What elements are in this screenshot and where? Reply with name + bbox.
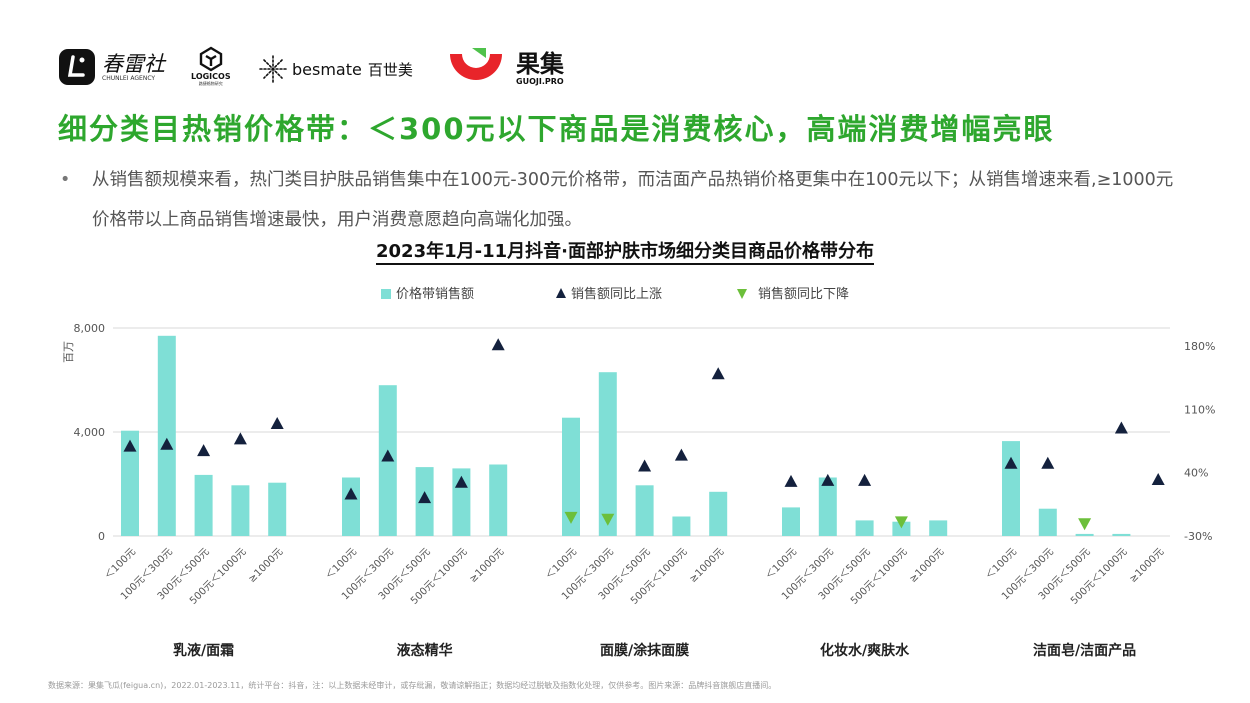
bullet-marker: •: [60, 170, 71, 190]
legend-bar-swatch: [381, 289, 391, 299]
price-band-chart: 0 4,000 8,000 -30% 40% 110% 180% 百万 价格带销售额 销售额同比上…: [62, 286, 1215, 659]
logo-row: 春雷社 CHUNLEI AGENCY LOGICOS 路捷格物研究 besmat…: [58, 44, 618, 94]
yoy-up-marker: [821, 473, 835, 486]
sales-bar: [231, 485, 250, 536]
yoy-up-marker: [858, 473, 872, 486]
yoy-up-marker: [381, 449, 395, 462]
besmate-name: besmate: [292, 59, 362, 79]
x-tick-label: ≥1000元: [468, 546, 507, 585]
yoy-down-marker: [601, 513, 615, 526]
yoy-up-marker: [233, 432, 247, 445]
sales-bar: [709, 491, 728, 536]
guoji-name: 果集: [516, 49, 564, 78]
besmate-logo: besmate 百世美: [258, 54, 413, 84]
sales-bar: [1112, 533, 1131, 536]
group-label: 洁面皂/洁面产品: [1033, 642, 1136, 659]
logicos-sub: 路捷格物研究: [198, 81, 223, 86]
sales-bar: [1038, 508, 1057, 536]
sales-bar: [782, 507, 800, 536]
yoy-up-marker: [674, 448, 688, 461]
sales-bar: [929, 520, 948, 536]
y-axis-label: 百万: [62, 341, 75, 363]
group-label: 面膜/涂抹面膜: [600, 642, 689, 659]
chart-title: 2023年1月-11月抖音·面部护肤市场细分类目商品价格带分布: [376, 241, 874, 265]
sales-bar: [818, 477, 837, 536]
yoy-up-marker: [1041, 456, 1055, 469]
sales-bar: [121, 430, 139, 536]
chart-title-wrap: 2023年1月-11月抖音·面部护肤市场细分类目商品价格带分布: [0, 237, 1250, 265]
sales-bar: [672, 516, 691, 536]
sales-bar: [194, 474, 213, 536]
legend-up-label: 销售额同比上涨: [571, 286, 662, 302]
yoy-down-marker: [1078, 518, 1092, 531]
legend-down-marker: [737, 289, 747, 299]
y-tick-label: 0: [98, 530, 105, 543]
y2-tick-label: 180%: [1184, 340, 1215, 353]
chunlei-sub: CHUNLEI AGENCY: [102, 74, 156, 82]
logicos-name: LOGICOS: [191, 72, 231, 81]
y2-tick-label: 40%: [1184, 467, 1208, 480]
x-tick-label: ＜100元: [764, 546, 799, 581]
legend-bar-label: 价格带销售额: [396, 286, 474, 302]
yoy-up-marker: [123, 439, 137, 452]
x-tick-label: ＜100元: [324, 546, 359, 581]
group-label: 液态精华: [397, 642, 453, 659]
sales-bar: [157, 335, 176, 536]
guoji-sub: GUOJI.PRO: [516, 76, 564, 86]
sales-bar: [892, 521, 911, 536]
sales-bar: [635, 485, 654, 536]
chunlei-mark-icon: [59, 49, 95, 85]
guoji-logo: 果集 GUOJI.PRO: [446, 44, 564, 92]
footer-source: 数据来源：果集飞瓜(feigua.cn)，2022.01-2023.11，统计平…: [48, 681, 777, 690]
x-tick-label: ≥1000元: [908, 546, 947, 585]
besmate-burst-icon: [259, 55, 287, 83]
yoy-up-marker: [160, 437, 174, 450]
y-tick-label: 4,000: [74, 426, 106, 439]
yoy-up-marker: [1114, 421, 1128, 434]
sales-bar: [562, 417, 580, 536]
y2-tick-label: 110%: [1184, 403, 1215, 416]
besmate-cn: 百世美: [367, 60, 413, 79]
yoy-up-marker: [344, 487, 358, 500]
sales-bar: [268, 482, 287, 536]
x-tick-label: ≥1000元: [247, 546, 286, 585]
group-label: 乳液/面霜: [173, 642, 234, 659]
yoy-up-marker: [1004, 456, 1018, 469]
x-tick-label: ＜100元: [984, 546, 1019, 581]
sales-bar: [489, 464, 508, 536]
bullet-text: 从销售额规模来看，热门类目护肤品销售集中在100元-300元价格带，而洁面产品热…: [92, 170, 1174, 230]
chunlei-logo: 春雷社 CHUNLEI AGENCY: [58, 48, 165, 86]
group-label: 化妆水/爽肤水: [820, 642, 910, 659]
yoy-up-marker: [638, 459, 652, 472]
yoy-up-marker: [784, 474, 798, 487]
sales-bar: [598, 372, 617, 536]
yoy-up-marker: [418, 491, 432, 504]
yoy-up-marker: [1151, 473, 1165, 486]
logicos-mark-icon: [199, 46, 222, 72]
sales-bar: [855, 520, 874, 536]
guoji-mark-icon: [450, 48, 502, 80]
logicos-logo: LOGICOS 路捷格物研究: [191, 46, 231, 87]
yoy-up-marker: [711, 367, 725, 380]
legend-up-marker: [556, 288, 566, 298]
legend-down-label: 销售额同比下降: [758, 286, 849, 302]
y2-tick-label: -30%: [1184, 530, 1212, 543]
yoy-up-marker: [491, 338, 505, 351]
page-title: 细分类目热销价格带：＜300元以下商品是消费核心，高端消费增幅亮眼: [58, 112, 1055, 146]
x-tick-label: ＜100元: [544, 546, 579, 581]
sales-bar: [1002, 441, 1020, 536]
sales-bar: [1075, 533, 1094, 536]
y-tick-label: 8,000: [74, 322, 106, 335]
x-tick-label: ＜100元: [103, 546, 138, 581]
yoy-down-marker: [894, 516, 908, 529]
x-tick-label: ≥1000元: [1128, 546, 1167, 585]
yoy-up-marker: [270, 416, 284, 429]
x-tick-label: ≥1000元: [688, 546, 727, 585]
sales-bar: [342, 477, 360, 536]
yoy-down-marker: [564, 511, 578, 524]
yoy-up-marker: [454, 475, 468, 488]
chunlei-name: 春雷社: [102, 51, 165, 76]
yoy-up-marker: [197, 444, 211, 457]
